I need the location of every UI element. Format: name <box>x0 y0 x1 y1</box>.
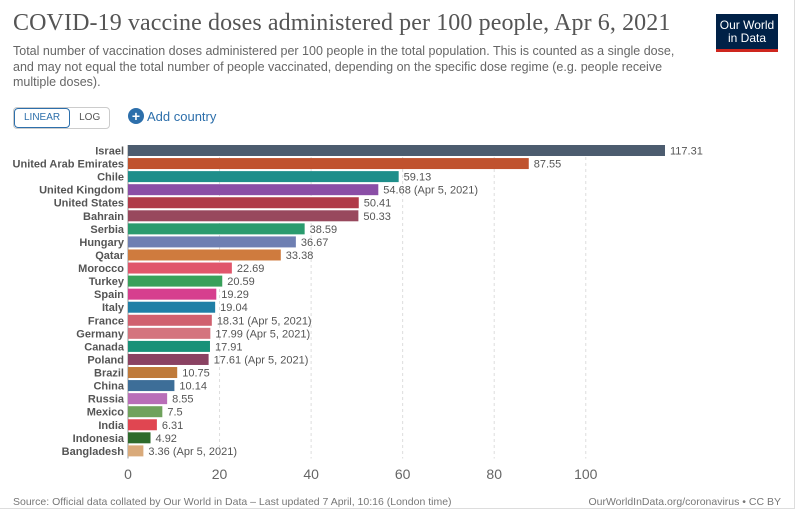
x-tick-label: 0 <box>124 466 132 482</box>
bar <box>128 210 359 222</box>
category-label: Russia <box>88 394 125 406</box>
data-label: 17.99 (Apr 5, 2021) <box>215 328 310 340</box>
logo-line-1: Our World <box>719 18 775 32</box>
data-label: 38.59 <box>310 224 338 236</box>
data-label: 7.5 <box>167 407 182 419</box>
category-label: Spain <box>94 289 124 301</box>
source-note[interactable]: Source: Official data collated by Our Wo… <box>13 496 452 508</box>
bar <box>128 380 175 392</box>
data-label: 19.29 <box>221 289 249 301</box>
bar <box>128 223 305 235</box>
category-label: Qatar <box>95 250 124 262</box>
add-country-label: Add country <box>147 108 217 124</box>
bar <box>128 236 296 248</box>
category-label: Turkey <box>89 276 125 288</box>
x-tick-label: 100 <box>574 466 598 482</box>
scale-toggle: LINEAR LOG <box>13 107 111 129</box>
bar <box>128 432 151 444</box>
data-label: 59.13 <box>404 172 432 184</box>
data-label: 18.31 (Apr 5, 2021) <box>217 315 312 327</box>
data-label: 6.31 <box>162 420 183 432</box>
data-label: 117.31 <box>670 146 703 158</box>
bar <box>128 249 281 261</box>
bar <box>128 406 163 418</box>
data-label: 22.69 <box>237 263 265 275</box>
x-tick-label: 60 <box>395 466 411 482</box>
data-label: 10.75 <box>182 368 210 380</box>
data-label: 50.33 <box>363 211 391 223</box>
bar <box>128 262 232 274</box>
data-label: 33.38 <box>286 250 314 262</box>
data-label: 3.36 (Apr 5, 2021) <box>148 446 237 458</box>
bar <box>128 288 217 300</box>
category-label: India <box>98 420 125 432</box>
data-label: 20.59 <box>227 276 255 288</box>
category-label: Mexico <box>87 407 125 419</box>
data-label: 17.91 <box>215 341 243 353</box>
owid-logo[interactable]: Our World in Data <box>716 14 778 52</box>
x-tick-label: 80 <box>486 466 502 482</box>
x-tick-label: 20 <box>212 466 228 482</box>
category-label: Morocco <box>78 263 124 275</box>
add-country-button[interactable]: + Add country <box>128 108 216 124</box>
category-label: Bahrain <box>83 211 124 223</box>
category-label: United Arab Emirates <box>13 159 124 171</box>
bar <box>128 145 665 156</box>
credit-link[interactable]: OurWorldInData.org/coronavirus • CC BY <box>588 496 781 508</box>
bar <box>128 353 209 365</box>
log-scale-button[interactable]: LOG <box>79 112 101 123</box>
category-label: United Kingdom <box>39 185 124 197</box>
linear-scale-button[interactable]: LINEAR <box>14 108 71 128</box>
logo-line-2: in Data <box>727 31 767 45</box>
category-label: Serbia <box>90 224 125 236</box>
category-label: Bangladesh <box>62 446 125 458</box>
x-tick-label: 40 <box>303 466 319 482</box>
category-label: Chile <box>97 172 124 184</box>
chart-title: COVID-19 vaccine doses administered per … <box>13 10 671 36</box>
bar <box>128 445 144 457</box>
category-label: Germany <box>76 328 125 340</box>
data-label: 36.67 <box>301 237 329 249</box>
bar <box>128 393 168 405</box>
data-label: 4.92 <box>156 433 177 445</box>
category-label: Canada <box>84 341 125 353</box>
category-label: Indonesia <box>73 433 125 445</box>
bar <box>128 340 210 352</box>
chart-subtitle: Total number of vaccination doses admini… <box>13 44 675 89</box>
category-label: Israel <box>95 146 124 158</box>
data-label: 50.41 <box>364 198 392 210</box>
bar <box>128 171 399 183</box>
bar <box>128 184 379 196</box>
data-label: 17.61 (Apr 5, 2021) <box>214 354 309 366</box>
bar <box>128 314 212 326</box>
data-label: 87.55 <box>534 159 562 171</box>
bar <box>128 301 216 313</box>
category-label: Hungary <box>79 237 125 249</box>
bar <box>128 419 157 431</box>
category-label: China <box>93 381 124 393</box>
bar <box>128 158 529 170</box>
category-label: Poland <box>87 354 124 366</box>
category-label: France <box>88 315 124 327</box>
bar <box>128 197 359 209</box>
category-label: Brazil <box>94 368 124 380</box>
bar <box>128 367 178 379</box>
bar <box>128 275 223 287</box>
data-label: 54.68 (Apr 5, 2021) <box>383 185 478 197</box>
category-label: United States <box>54 198 124 210</box>
bar <box>128 327 211 339</box>
data-label: 19.04 <box>220 302 248 314</box>
data-label: 8.55 <box>172 394 193 406</box>
category-label: Italy <box>102 302 125 314</box>
data-label: 10.14 <box>179 381 207 393</box>
plus-icon: + <box>128 108 144 124</box>
